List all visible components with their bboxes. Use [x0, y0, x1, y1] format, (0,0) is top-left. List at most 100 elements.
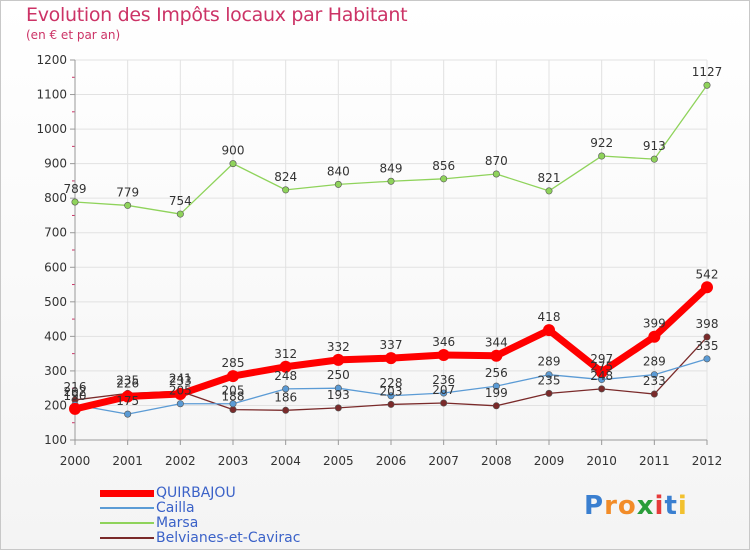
logo-letter: r [604, 491, 618, 521]
data-label: 233 [169, 374, 192, 388]
data-label: 789 [64, 182, 87, 196]
data-point [121, 390, 134, 403]
y-tick-label: 500 [44, 295, 67, 309]
legend-swatch [100, 522, 154, 524]
data-point [124, 201, 132, 209]
x-tick-label: 2005 [323, 454, 354, 468]
y-tick-label: 700 [44, 226, 67, 240]
chart-title: Evolution des Impôts locaux par Habitant [26, 4, 408, 26]
data-point [545, 371, 553, 379]
data-label: 289 [538, 355, 561, 369]
y-tick-label: 300 [44, 364, 67, 378]
data-label: 1127 [692, 65, 723, 79]
x-tick-label: 2008 [481, 454, 512, 468]
data-label: 203 [380, 384, 403, 398]
logo-letter: i [677, 491, 688, 521]
data-point [650, 390, 658, 398]
data-point [385, 352, 397, 365]
data-label: 870 [485, 154, 508, 168]
y-tick-label: 600 [44, 260, 67, 274]
data-point [124, 410, 132, 418]
data-point [176, 400, 184, 408]
data-label: 297 [590, 352, 613, 366]
data-point [492, 382, 500, 390]
legend-item: Cailla [100, 500, 195, 516]
x-tick-label: 2007 [428, 454, 459, 468]
data-point [282, 406, 290, 414]
legend-item: QUIRBAJOU [100, 485, 236, 501]
data-label: 226 [116, 376, 139, 390]
data-point [174, 388, 187, 401]
data-label: 332 [327, 340, 350, 354]
data-label: 207 [432, 383, 455, 397]
data-label: 754 [169, 194, 192, 208]
data-label: 824 [274, 170, 297, 184]
legend-swatch [100, 489, 154, 497]
data-label: 542 [696, 267, 719, 281]
y-tick-label: 400 [44, 329, 67, 343]
data-point [229, 400, 237, 408]
data-label: 922 [590, 136, 613, 150]
y-tick-label: 100 [44, 433, 67, 447]
data-label: 250 [327, 368, 350, 382]
data-point [543, 324, 555, 337]
x-tick-label: 2001 [112, 454, 143, 468]
data-label: 399 [643, 317, 666, 331]
data-label: 913 [643, 139, 666, 153]
logo-letter: P [584, 491, 605, 521]
data-point [332, 353, 345, 366]
y-tick-label: 1000 [36, 122, 67, 136]
proxiti-logo: Proxiti [584, 491, 688, 521]
data-label: 205 [169, 384, 192, 398]
data-point [282, 385, 290, 393]
data-label: 216 [64, 380, 87, 394]
x-tick-label: 2012 [692, 454, 723, 468]
data-label: 344 [485, 336, 508, 350]
logo-letter: t [664, 491, 678, 521]
data-label: 849 [380, 161, 403, 175]
data-point [650, 371, 658, 379]
x-tick-label: 2011 [639, 454, 670, 468]
legend-label: QUIRBAJOU [156, 485, 236, 501]
data-point [229, 406, 237, 414]
logo-letter: o [617, 491, 637, 521]
data-point [598, 385, 606, 393]
data-point [701, 281, 713, 294]
x-tick-label: 2009 [534, 454, 565, 468]
data-point [598, 152, 606, 160]
data-label: 241 [169, 371, 192, 385]
data-label: 779 [116, 185, 139, 199]
data-point [703, 81, 711, 89]
data-point [440, 175, 448, 183]
y-tick-label: 1200 [36, 53, 67, 67]
line-chart: 100 200 300 400 500 600 700 800 900 1000 1100 1200 2… [36, 53, 723, 468]
data-point [279, 360, 292, 373]
data-point [334, 384, 342, 392]
data-point [440, 399, 448, 407]
data-point [387, 400, 395, 408]
x-tick-label: 2004 [270, 454, 301, 468]
data-point [648, 330, 661, 343]
data-label: 193 [327, 388, 350, 402]
data-label: 346 [432, 335, 455, 349]
y-tick-label: 800 [44, 191, 67, 205]
data-label: 202 [64, 385, 87, 399]
data-label: 821 [538, 171, 561, 185]
data-point [545, 389, 553, 397]
data-label: 398 [696, 317, 719, 331]
data-label: 228 [380, 376, 403, 390]
data-label: 199 [485, 386, 508, 400]
data-label: 900 [222, 144, 245, 158]
y-tick-label: 1100 [36, 88, 67, 102]
data-point [282, 186, 290, 194]
legend-item: Belvianes-et-Cavirac [100, 530, 300, 546]
data-point [595, 365, 608, 378]
data-point [703, 333, 711, 341]
x-tick-label: 2002 [165, 454, 196, 468]
data-label: 175 [116, 394, 139, 408]
data-label: 248 [590, 369, 613, 383]
data-label: 205 [222, 384, 245, 398]
data-point [176, 210, 184, 218]
logo-letter: i [654, 491, 665, 521]
